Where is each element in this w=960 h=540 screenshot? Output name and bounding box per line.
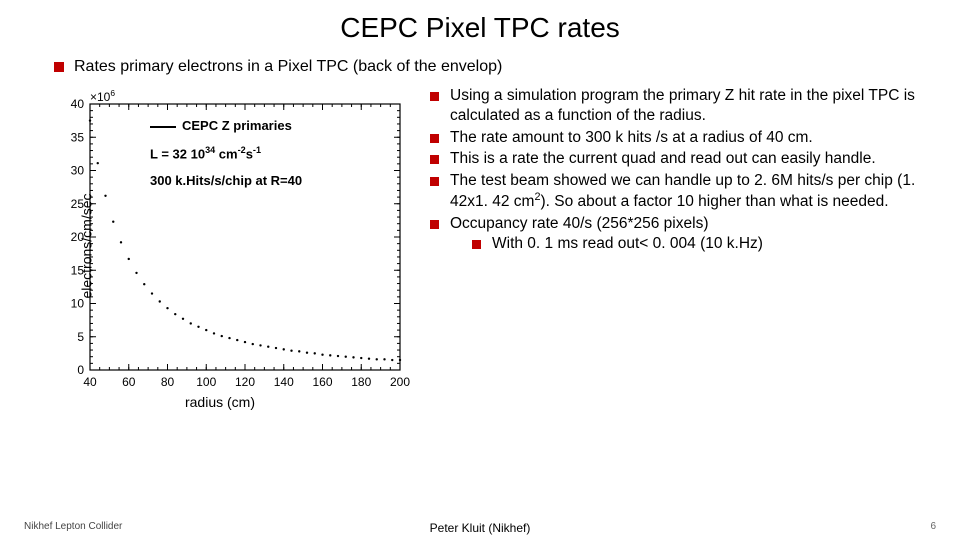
svg-text:40: 40 — [83, 375, 97, 389]
footer: Nikhef Lepton Collider Peter Kluit (Nikh… — [0, 521, 960, 532]
legend-series: CEPC Z primaries — [182, 118, 292, 133]
svg-text:0: 0 — [77, 363, 84, 377]
svg-text:140: 140 — [274, 375, 294, 389]
content-row: electrons/cm/sec ×106 406080100120140160… — [20, 86, 940, 406]
legend-lumi: L = 32 1034 cm-2s-1 — [150, 144, 302, 164]
bullet-item: This is a rate the current quad and read… — [428, 149, 934, 169]
sub-bullet-item: With 0. 1 ms read out< 0. 004 (10 k.Hz) — [450, 234, 934, 254]
x-axis-label: radius (cm) — [40, 394, 400, 410]
bullet-list: Using a simulation program the primary Z… — [428, 86, 934, 254]
bullet-item: Using a simulation program the primary Z… — [428, 86, 934, 126]
svg-text:180: 180 — [351, 375, 371, 389]
y-exponent: ×106 — [90, 88, 115, 104]
top-bullet-text: Rates primary electrons in a Pixel TPC (… — [74, 58, 502, 75]
sub-bullet-list: With 0. 1 ms read out< 0. 004 (10 k.Hz) — [450, 234, 934, 254]
svg-text:160: 160 — [312, 375, 332, 389]
rate-chart: electrons/cm/sec ×106 406080100120140160… — [40, 86, 420, 406]
svg-text:100: 100 — [196, 375, 216, 389]
bullet-icon — [54, 62, 64, 72]
legend-rate: 300 k.Hits/s/chip at R=40 — [150, 171, 302, 191]
y-axis-label: electrons/cm/sec — [79, 193, 95, 298]
svg-text:80: 80 — [161, 375, 175, 389]
chart-column: electrons/cm/sec ×106 406080100120140160… — [20, 86, 420, 406]
svg-text:5: 5 — [77, 330, 84, 344]
svg-text:120: 120 — [235, 375, 255, 389]
svg-text:60: 60 — [122, 375, 136, 389]
top-bullet: Rates primary electrons in a Pixel TPC (… — [54, 58, 940, 76]
svg-text:200: 200 — [390, 375, 410, 389]
page-title: CEPC Pixel TPC rates — [20, 12, 940, 44]
svg-text:10: 10 — [71, 297, 85, 311]
legend-line-icon — [150, 126, 176, 128]
slide: CEPC Pixel TPC rates Rates primary elect… — [0, 0, 960, 540]
text-column: Using a simulation program the primary Z… — [428, 86, 940, 406]
footer-center: Peter Kluit (Nikhef) — [0, 521, 960, 535]
svg-text:30: 30 — [71, 164, 85, 178]
chart-legend: CEPC Z primaries L = 32 1034 cm-2s-1 300… — [150, 116, 302, 191]
bullet-item: Occupancy rate 40/s (256*256 pixels) Wit… — [428, 214, 934, 254]
bullet-item: The test beam showed we can handle up to… — [428, 171, 934, 212]
bullet-item: The rate amount to 300 k hits /s at a ra… — [428, 128, 934, 148]
svg-text:35: 35 — [71, 130, 85, 144]
svg-text:40: 40 — [71, 97, 85, 111]
